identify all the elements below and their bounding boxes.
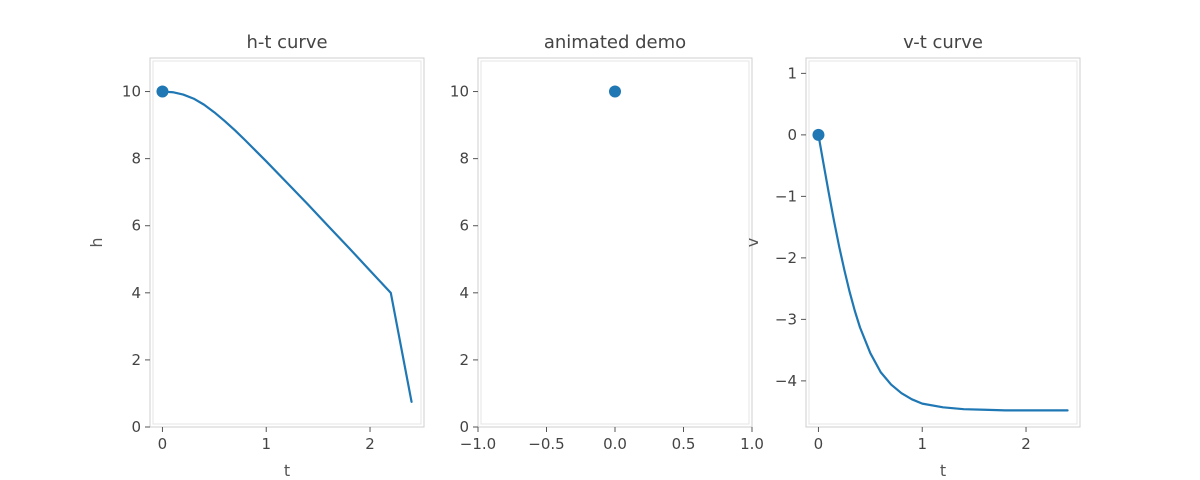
- y-tick-label: 0: [787, 126, 797, 144]
- y-tick-label: 4: [459, 284, 469, 302]
- y-tick-label: 0: [131, 418, 141, 436]
- y-tick-label: 8: [131, 150, 141, 168]
- y-tick-label: 6: [131, 217, 141, 235]
- y-tick-label: −4: [775, 372, 797, 390]
- x-tick-label: 2: [365, 435, 375, 453]
- y-axis-label: v: [743, 238, 762, 247]
- y-tick-label: 10: [450, 83, 469, 101]
- y-tick-label: −1: [775, 187, 797, 205]
- x-tick-label: 1: [261, 435, 271, 453]
- axes-frame-inner: [808, 60, 1078, 425]
- x-tick-label: −0.5: [528, 435, 564, 453]
- current-point-marker: [812, 128, 825, 141]
- axes-frame: [477, 57, 753, 428]
- x-tick-label: 1: [917, 435, 927, 453]
- chart-title: v-t curve: [903, 32, 983, 53]
- y-tick-label: 2: [131, 351, 141, 369]
- x-tick-label: 0: [158, 435, 168, 453]
- x-tick-label: 0: [814, 435, 824, 453]
- series-line-1: [161, 90, 413, 403]
- axes-frame-inner: [152, 60, 422, 425]
- y-tick-label: 2: [459, 351, 469, 369]
- series-line-1: [817, 133, 1069, 412]
- x-axis-label: t: [940, 461, 946, 480]
- panel-1: h-t curve 0 1 2 0 2 4 6 8 10 t h: [87, 32, 425, 480]
- x-tick-label: 0.0: [603, 435, 627, 453]
- x-tick-label: 0.5: [672, 435, 696, 453]
- y-tick-label: 4: [131, 284, 141, 302]
- y-tick-label: 0: [459, 418, 469, 436]
- y-tick-label: 1: [787, 64, 797, 82]
- y-axis-label: h: [87, 237, 106, 247]
- y-tick-label: 8: [459, 150, 469, 168]
- x-axis-label: t: [284, 461, 290, 480]
- current-point-marker: [156, 85, 169, 98]
- y-tick-label: −3: [775, 310, 797, 328]
- x-tick-label: 1.0: [740, 435, 764, 453]
- x-tick-label: −1.0: [460, 435, 496, 453]
- panel-2: animated demo −1.0 −0.5 0.0 0.5 1.0 0 2 4 6 8 10: [450, 32, 764, 453]
- y-tick-label: −2: [775, 249, 797, 267]
- axes-frame: [149, 57, 425, 428]
- axes-frame-inner: [480, 60, 750, 425]
- axes-frame: [805, 57, 1081, 428]
- x-tick-label: 2: [1021, 435, 1031, 453]
- y-tick-label: 10: [122, 83, 141, 101]
- current-point-marker: [609, 85, 621, 98]
- chart-title: h-t curve: [246, 32, 327, 53]
- y-tick-label: 6: [459, 217, 469, 235]
- chart-title: animated demo: [544, 32, 686, 53]
